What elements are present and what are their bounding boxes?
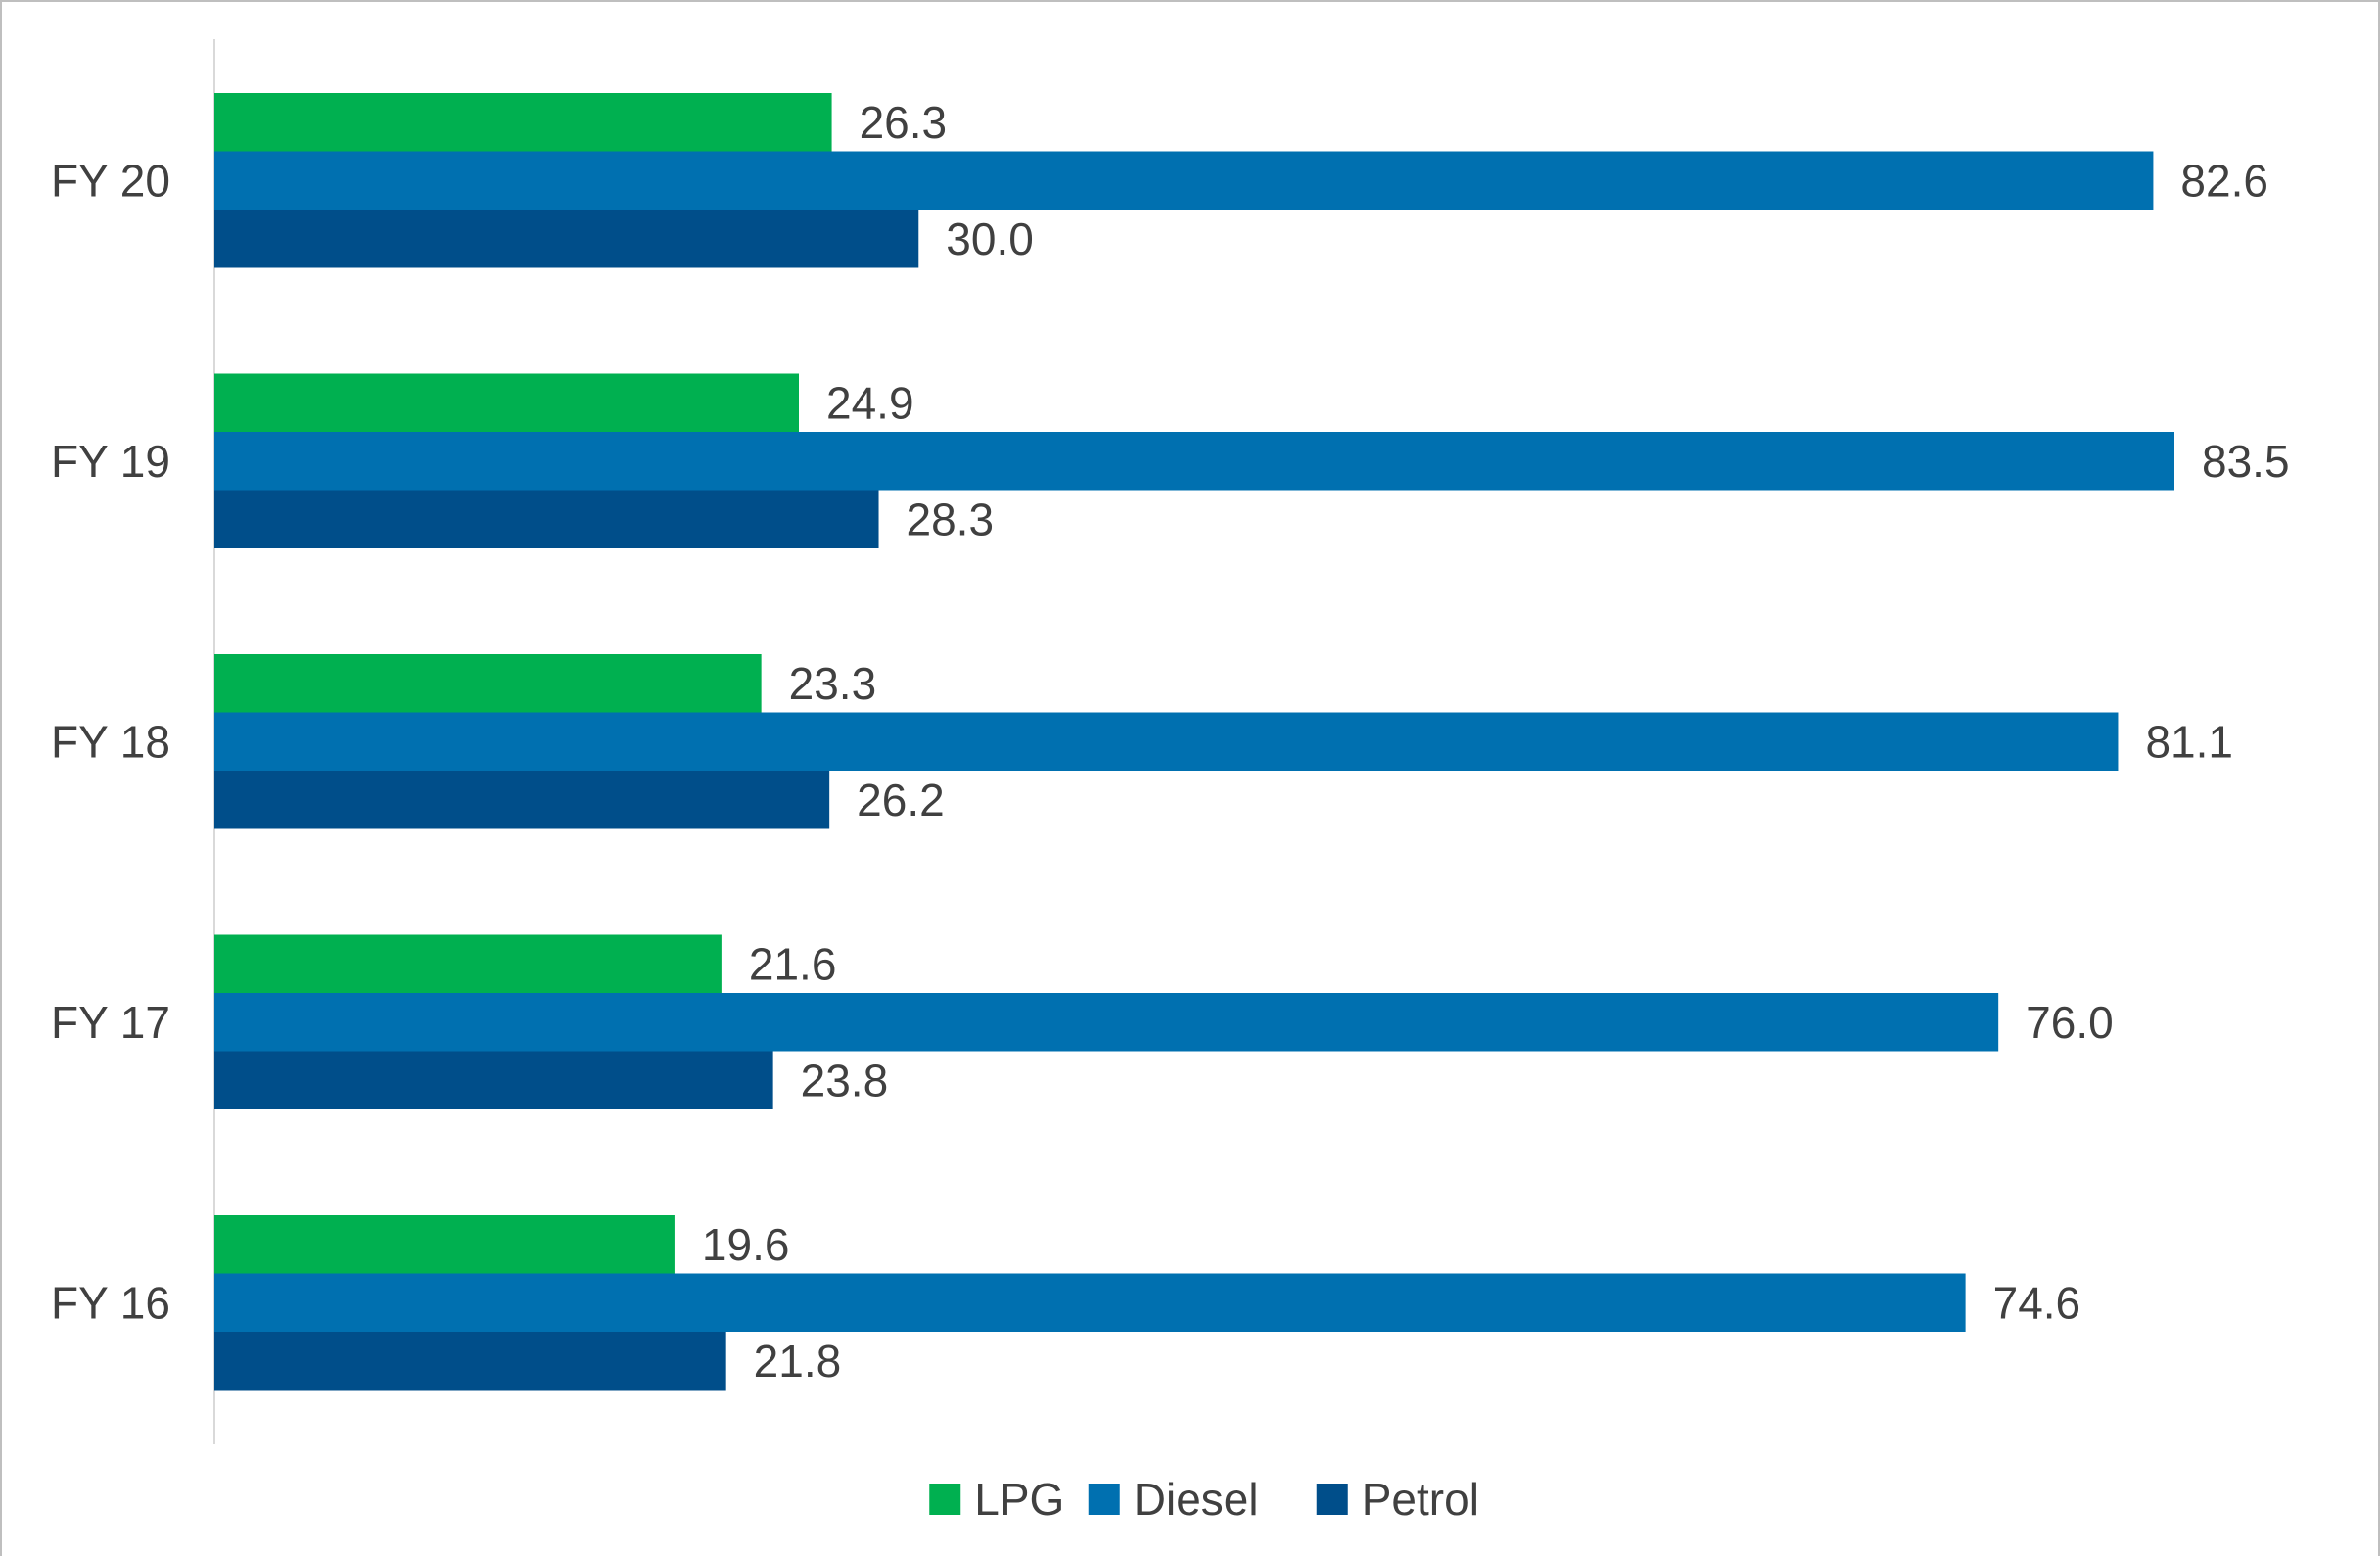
data-label: 21.8 <box>754 1336 842 1387</box>
data-label: 30.0 <box>946 213 1034 264</box>
legend: LPG Diesel Petrol <box>929 1474 1479 1525</box>
data-label: 19.6 <box>702 1219 790 1270</box>
data-label: 76.0 <box>2026 997 2114 1048</box>
category-group: 24.9 83.5 28.3 <box>214 373 2290 548</box>
bar-petrol <box>214 771 830 829</box>
bar-lpg <box>214 934 722 993</box>
bar-diesel <box>214 151 2154 210</box>
data-label: 21.6 <box>749 938 837 989</box>
legend-item-petrol: Petrol <box>1316 1474 1479 1525</box>
category-label: FY 18 <box>51 716 170 767</box>
bar-diesel <box>214 993 1999 1052</box>
legend-swatch <box>1316 1484 1348 1515</box>
legend-label: Petrol <box>1362 1474 1479 1525</box>
category-labels: FY 20 FY 19 FY 18 FY 17 FY 16 <box>51 155 170 1328</box>
category-group: 26.3 82.6 30.0 <box>214 93 2268 268</box>
data-label: 81.1 <box>2145 716 2233 767</box>
bar-diesel <box>214 1273 1966 1332</box>
category-group: 19.6 74.6 21.8 <box>214 1215 2080 1391</box>
bar-petrol <box>214 490 879 548</box>
legend-swatch <box>929 1484 961 1515</box>
data-label: 23.8 <box>801 1055 889 1106</box>
bar-lpg <box>214 373 800 432</box>
bar-petrol <box>214 1051 773 1109</box>
data-label: 23.3 <box>789 658 877 709</box>
category-label: FY 16 <box>51 1277 170 1328</box>
data-label: 24.9 <box>826 377 914 428</box>
category-label: FY 19 <box>51 436 170 487</box>
bar-lpg <box>214 1215 675 1274</box>
legend-label: Diesel <box>1134 1474 1259 1525</box>
category-group: 23.3 81.1 26.2 <box>214 654 2233 829</box>
category-group: 21.6 76.0 23.8 <box>214 934 2114 1109</box>
bar-diesel <box>214 712 2119 771</box>
data-label: 28.3 <box>907 494 995 544</box>
category-label: FY 17 <box>51 997 170 1048</box>
data-label: 26.3 <box>860 97 948 148</box>
category-label: FY 20 <box>51 155 170 206</box>
bar-lpg <box>214 654 762 713</box>
bar-diesel <box>214 432 2174 491</box>
bar-lpg <box>214 93 832 152</box>
legend-item-lpg: LPG <box>929 1474 1064 1525</box>
data-label: 74.6 <box>1993 1277 2081 1328</box>
bar-petrol <box>214 210 919 268</box>
data-label: 83.5 <box>2202 436 2290 487</box>
data-label: 82.6 <box>2180 155 2268 206</box>
legend-swatch <box>1088 1484 1120 1515</box>
data-label: 26.2 <box>857 775 945 825</box>
plot-area: 26.3 82.6 30.0 24.9 83.5 28.3 23.3 81.1 26.2 21.6… <box>214 93 2290 1391</box>
legend-item-diesel: Diesel <box>1088 1474 1259 1525</box>
bar-petrol <box>214 1332 726 1391</box>
legend-label: LPG <box>974 1474 1064 1525</box>
